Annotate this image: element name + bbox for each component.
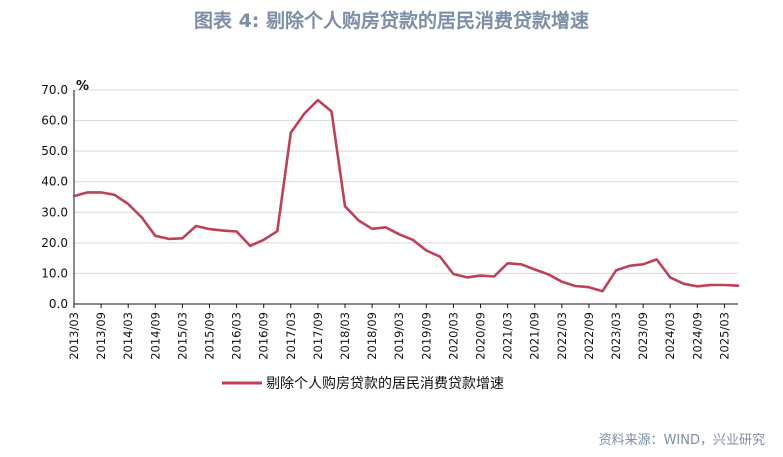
data-point [181,237,183,239]
data-point [696,285,698,287]
series-layer [72,98,740,293]
gridlines [74,89,738,274]
data-point [357,219,359,221]
data-point [303,112,305,114]
data-point [547,273,549,275]
chart-title: 图表 4: 剔除个人购房贷款的居民消费贷款增速 [193,10,590,32]
x-tick-label: 2015/03 [175,312,189,360]
data-point [506,262,508,264]
data-point [642,263,644,265]
y-tick-label: 10.0 [41,266,68,280]
x-tick-label: 2025/03 [717,312,731,360]
x-tick-label: 2014/09 [148,312,162,360]
data-point [86,191,88,193]
data-point [412,239,414,241]
y-tick-label: 70.0 [41,83,68,97]
source-note: 资料来源：WIND，兴业研究 [598,433,765,448]
x-tick-label: 2016/09 [257,312,271,360]
data-point [683,283,685,285]
x-tick-label: 2020/03 [446,312,460,360]
x-tick-label: 2015/09 [203,312,217,360]
data-point [127,203,129,205]
x-tick-label: 2019/09 [419,312,433,360]
data-point [466,276,468,278]
y-axis: 0.0 10.0 20.0 30.0 40.0 50.0 60.0 70.0 [41,83,75,311]
data-point [114,194,116,196]
y-tick-label: 30.0 [41,205,68,219]
data-point [154,235,156,237]
data-point [249,245,251,247]
x-tick-label: 2014/03 [121,312,135,360]
legend-label: 剔除个人购房贷款的居民消费贷款增速 [266,376,504,392]
data-point [73,195,75,197]
x-tick-label: 2013/03 [67,312,81,360]
y-tick-label: 20.0 [41,236,68,250]
data-point [493,275,495,277]
data-point [588,286,590,288]
legend: 剔除个人购房贷款的居民消费贷款增速 [222,376,504,392]
data-point [398,233,400,235]
data-point [317,99,319,101]
data-point [385,226,387,228]
data-point [561,281,563,283]
x-tick-label: 2023/09 [636,312,650,360]
data-point [534,268,536,270]
y-tick-label: 0.0 [49,297,68,311]
y-tick-label: 40.0 [41,175,68,189]
x-tick-label: 2020/09 [474,312,488,360]
data-point [100,191,102,193]
x-tick-label: 2018/03 [338,312,352,360]
data-point [235,230,237,232]
data-point [208,228,210,230]
data-point [615,269,617,271]
x-tick-label: 2016/03 [230,312,244,360]
data-point [425,249,427,251]
y-axis-unit: % [76,79,89,94]
data-point [263,239,265,241]
data-point [371,228,373,230]
x-tick-label: 2023/03 [609,312,623,360]
data-point [669,276,671,278]
data-point [344,205,346,207]
x-tick-label: 2017/09 [311,312,325,360]
data-point [195,225,197,227]
x-tick-label: 2021/03 [501,312,515,360]
data-point [601,290,603,292]
data-point [168,238,170,240]
y-tick-label: 50.0 [41,144,68,158]
data-point [710,284,712,286]
x-tick-label: 2024/09 [690,312,704,360]
x-tick-label: 2018/09 [365,312,379,360]
x-tick-label: 2013/09 [94,312,108,360]
data-point [574,285,576,287]
x-tick-label: 2022/03 [555,312,569,360]
data-point [479,274,481,276]
series-line [72,98,740,293]
data-point [520,263,522,265]
data-point [628,265,630,267]
data-point [141,216,143,218]
data-point [330,110,332,112]
x-tick-label: 2022/09 [582,312,596,360]
y-tick-label: 60.0 [41,114,68,128]
data-point [452,273,454,275]
data-point [439,255,441,257]
data-point [723,284,725,286]
data-point [656,258,658,260]
data-point [222,229,224,231]
data-point [290,132,292,134]
x-axis: 2013/03 2013/09 2014/03 2014/09 2015/03 2015/… [67,303,738,360]
data-point [276,230,278,232]
x-tick-label: 2024/03 [663,312,677,360]
x-tick-label: 2019/03 [392,312,406,360]
x-tick-label: 2021/09 [528,312,542,360]
data-point [737,285,739,287]
x-tick-label: 2017/03 [284,312,298,360]
